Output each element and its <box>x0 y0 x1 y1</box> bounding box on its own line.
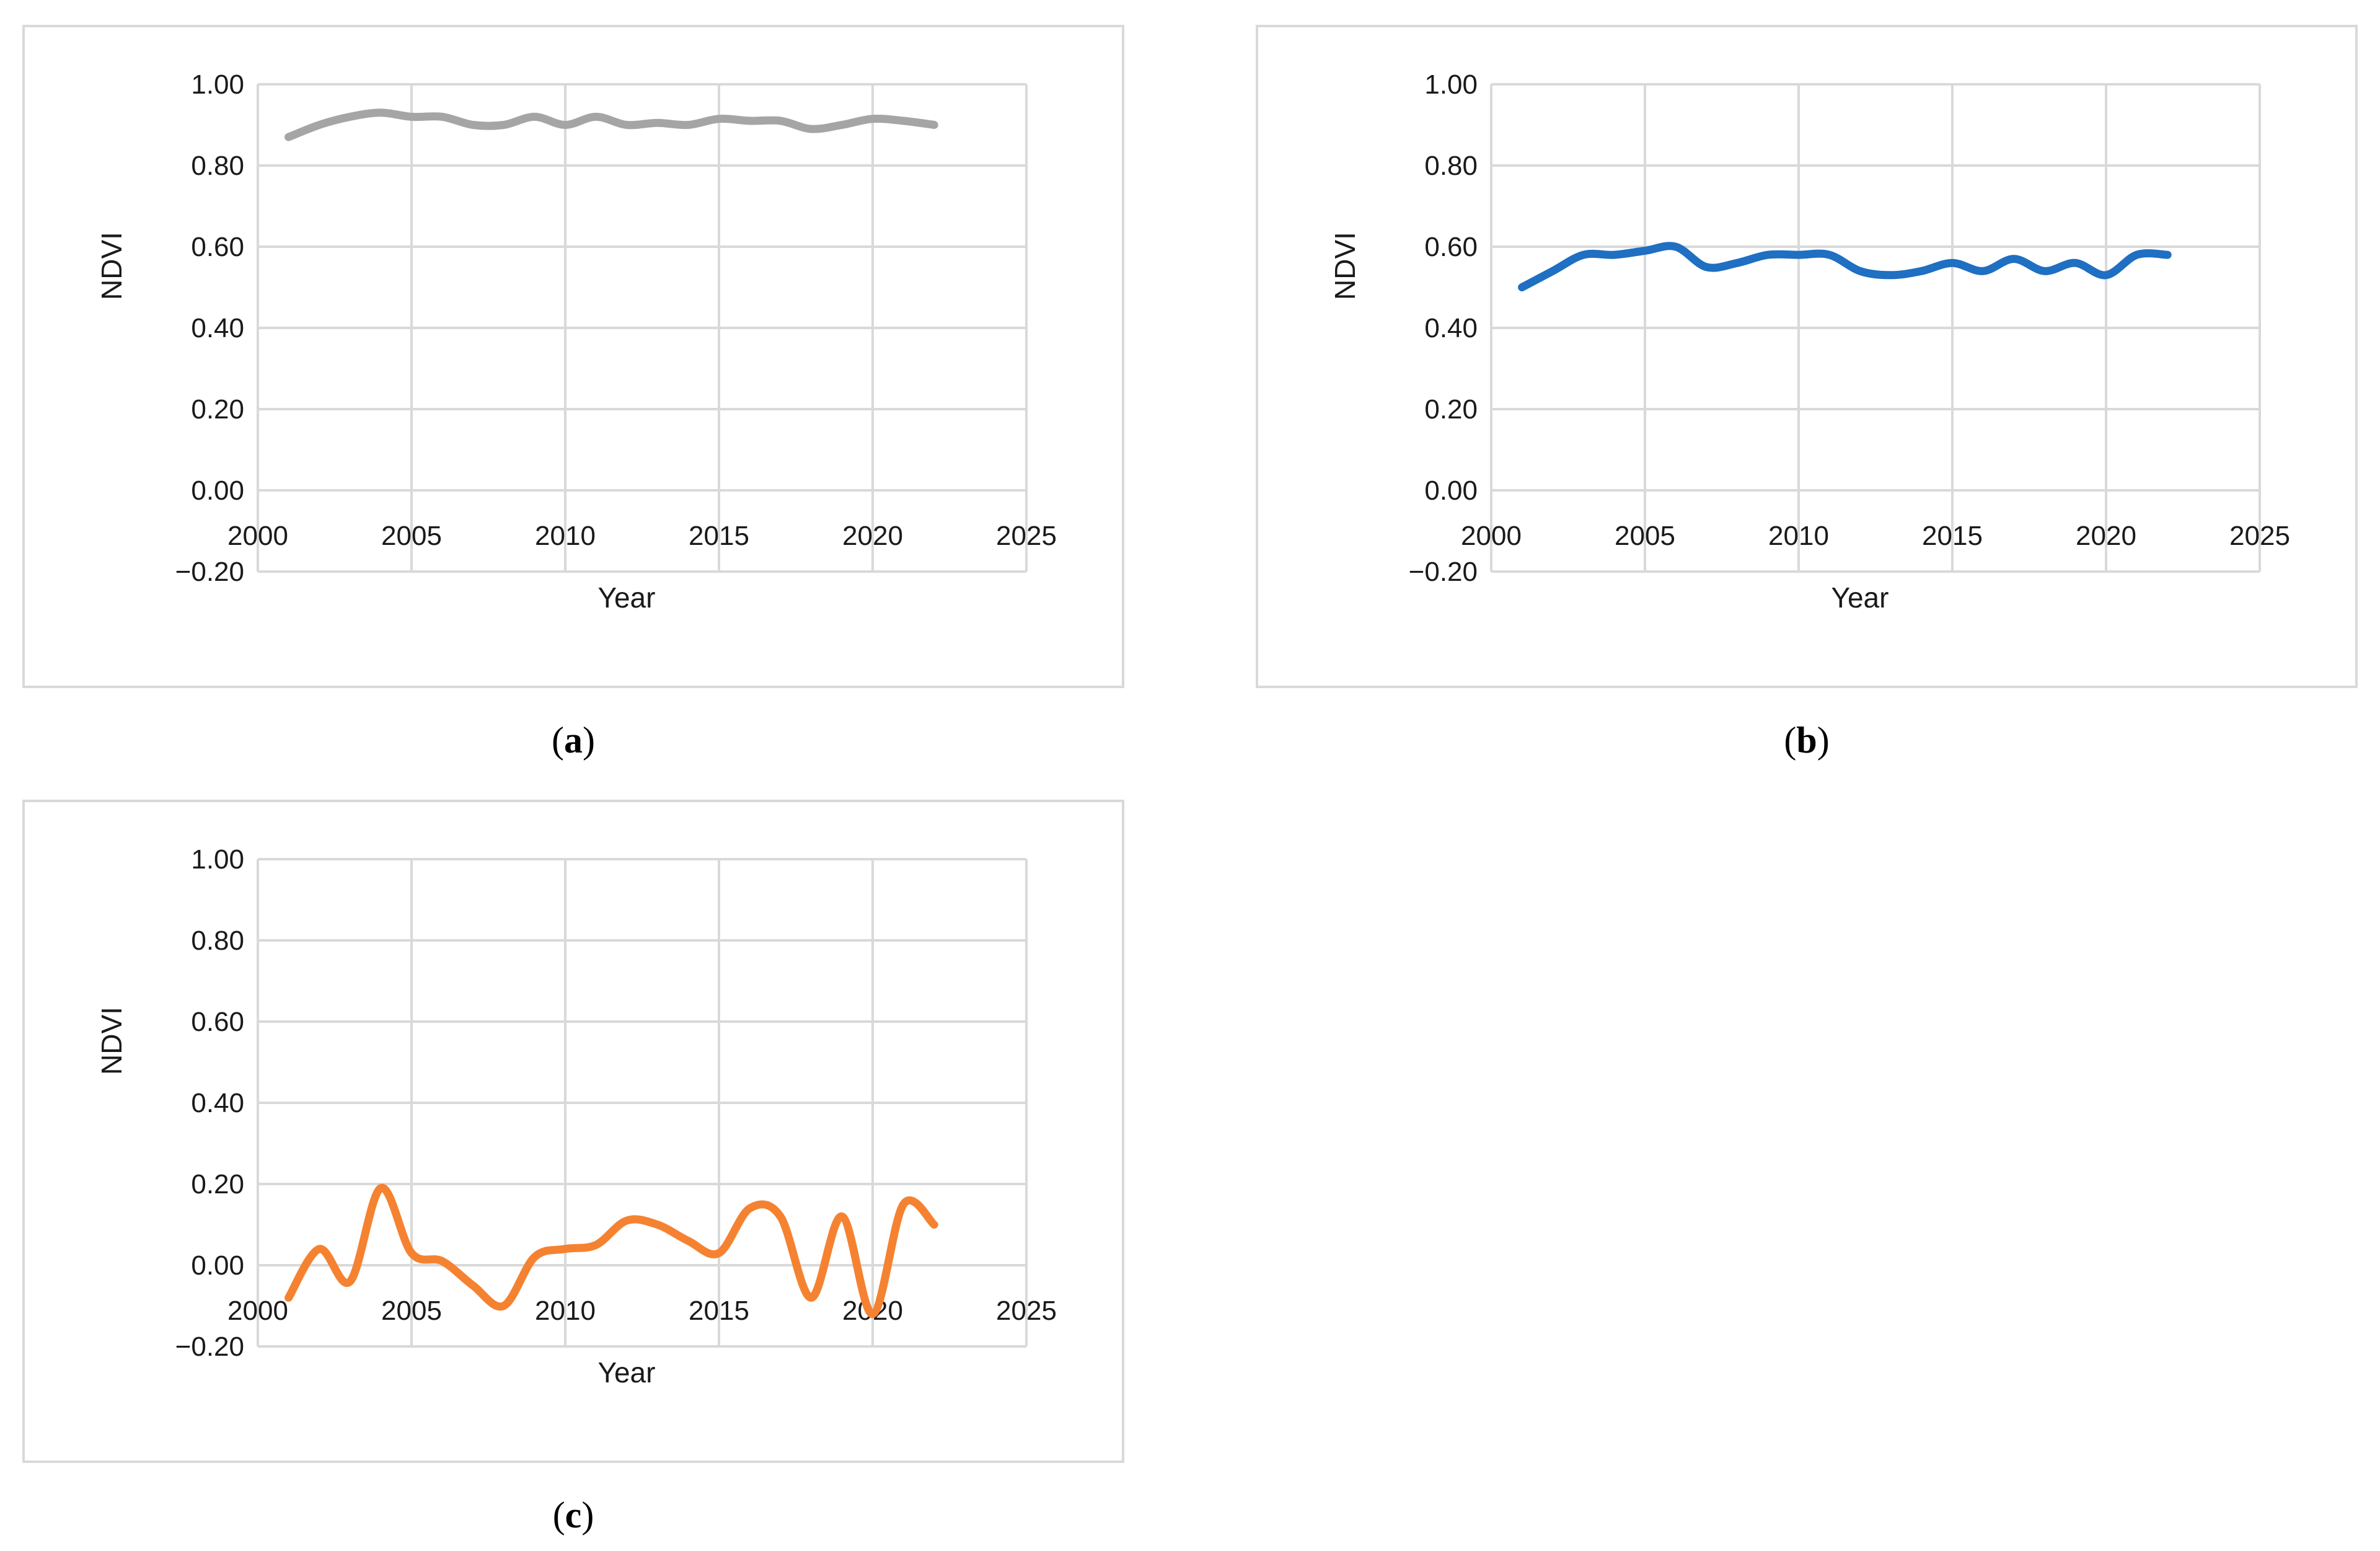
y-tick-label: 0.00 <box>191 475 244 506</box>
series-line <box>284 108 938 141</box>
chart-frame <box>1256 25 2358 688</box>
x-tick-label: 2005 <box>381 521 442 551</box>
x-tick-label: 2000 <box>227 521 288 551</box>
caption-b: (b) <box>1784 720 1830 761</box>
y-tick-label: 0.60 <box>1424 232 1478 262</box>
y-tick-label: 0.20 <box>1424 394 1478 425</box>
caption-a: (a) <box>552 720 595 761</box>
y-tick-label: 0.60 <box>191 1007 244 1037</box>
chart-panel-b: 1.00 0.80 0.60 0.40 0.20 0.00 −0.20 2000 2005 201… <box>1256 25 2358 688</box>
x-tick-label: 2020 <box>842 521 903 551</box>
chart-b: 1.00 0.80 0.60 0.40 0.20 0.00 −0.20 2000 2005 201… <box>1256 25 2358 688</box>
y-tick-label: 0.40 <box>191 313 244 343</box>
x-axis-title: Year <box>598 581 656 614</box>
x-tick-label: 2000 <box>227 1296 288 1326</box>
chart-c: 1.00 0.80 0.60 0.40 0.20 0.00 −0.20 2000 2005 201… <box>22 800 1124 1463</box>
x-tick-label: 2000 <box>1461 521 1522 551</box>
chart-a: 1.00 0.80 0.60 0.40 0.20 0.00 −0.20 2000 2005 201… <box>22 25 1124 688</box>
chart-panel-c: 1.00 0.80 0.60 0.40 0.20 0.00 −0.20 2000 2005 201… <box>22 800 1124 1463</box>
x-tick-label: 2015 <box>689 1296 749 1326</box>
y-tick-label: 0.80 <box>191 926 244 956</box>
x-tick-label: 2025 <box>996 521 1057 551</box>
chart-panel-a: 1.00 0.80 0.60 0.40 0.20 0.00 −0.20 2000 2005 201… <box>22 25 1124 688</box>
y-tick-label: −0.20 <box>1409 557 1478 587</box>
y-tick-label: 0.40 <box>1424 313 1478 343</box>
y-tick-label: 0.40 <box>191 1088 244 1118</box>
x-tick-label: 2025 <box>2229 521 2290 551</box>
chart-frame <box>22 25 1124 688</box>
y-tick-label: −0.20 <box>175 1332 244 1362</box>
y-tick-label: 0.00 <box>1424 475 1478 506</box>
x-tick-label: 2010 <box>1768 521 1829 551</box>
series-line <box>284 1183 938 1319</box>
y-tick-label: 0.00 <box>191 1250 244 1281</box>
caption-c: (c) <box>552 1495 594 1536</box>
y-tick-label: 0.80 <box>191 151 244 181</box>
x-tick-label: 2005 <box>381 1296 442 1326</box>
y-tick-label: 0.60 <box>191 232 244 262</box>
x-axis-title: Year <box>1831 581 1889 614</box>
y-axis-title: NDVI <box>1329 232 1361 300</box>
x-tick-label: 2005 <box>1615 521 1675 551</box>
x-axis-title: Year <box>598 1356 656 1389</box>
x-tick-label: 2015 <box>689 521 749 551</box>
y-tick-label: 0.80 <box>1424 151 1478 181</box>
x-tick-label: 2025 <box>996 1296 1057 1326</box>
y-tick-label: 1.00 <box>1424 69 1478 100</box>
y-tick-label: 0.20 <box>191 394 244 425</box>
y-tick-label: 1.00 <box>191 844 244 875</box>
chart-frame <box>22 800 1124 1463</box>
series-line <box>1518 242 2172 291</box>
y-tick-label: 1.00 <box>191 69 244 100</box>
x-tick-label: 2020 <box>2076 521 2136 551</box>
x-tick-label: 2015 <box>1922 521 1983 551</box>
y-axis-title: NDVI <box>95 232 128 300</box>
y-tick-label: 0.20 <box>191 1169 244 1200</box>
y-axis-title: NDVI <box>95 1007 128 1075</box>
y-tick-label: −0.20 <box>175 557 244 587</box>
x-tick-label: 2010 <box>535 521 596 551</box>
x-tick-label: 2010 <box>535 1296 596 1326</box>
